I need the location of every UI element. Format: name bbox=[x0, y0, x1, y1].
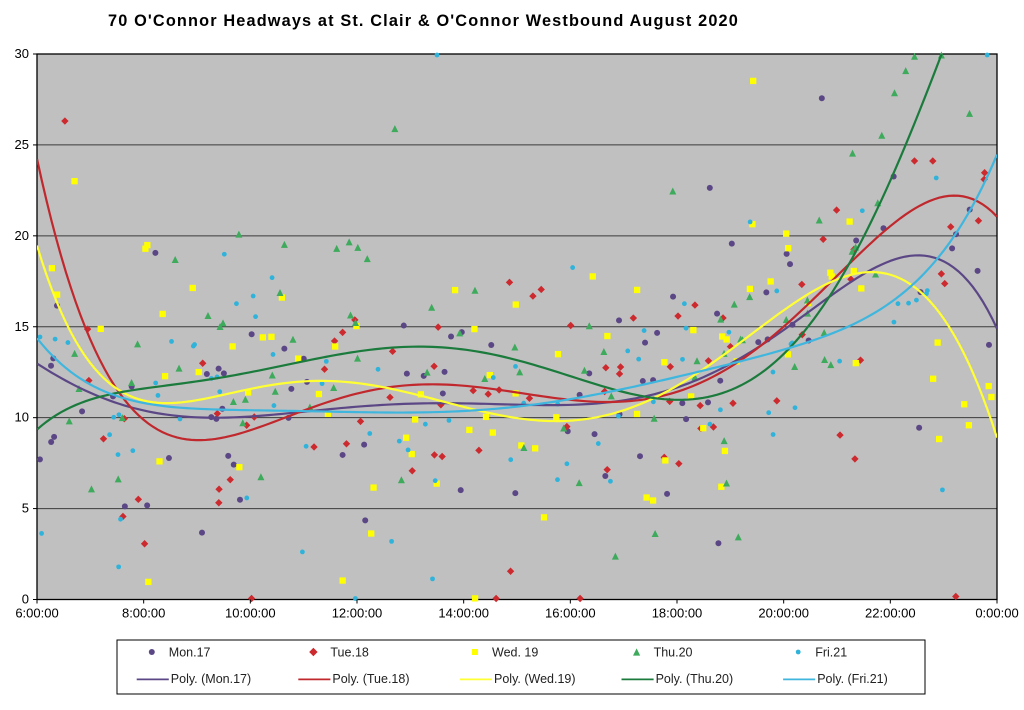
svg-text:Poly. (Fri.21): Poly. (Fri.21) bbox=[817, 672, 888, 686]
svg-text:20: 20 bbox=[15, 228, 29, 243]
svg-text:Poly. (Tue.18): Poly. (Tue.18) bbox=[332, 672, 409, 686]
svg-text:Fri.21: Fri.21 bbox=[815, 646, 847, 660]
svg-text:Wed. 19: Wed. 19 bbox=[492, 646, 538, 660]
svg-text:Thu.20: Thu.20 bbox=[654, 646, 693, 660]
svg-text:5: 5 bbox=[22, 501, 29, 516]
svg-text:0: 0 bbox=[22, 592, 29, 607]
svg-text:Poly. (Mon.17): Poly. (Mon.17) bbox=[171, 672, 251, 686]
svg-text:20:00:00: 20:00:00 bbox=[758, 606, 809, 621]
svg-text:Poly. (Thu.20): Poly. (Thu.20) bbox=[656, 672, 734, 686]
svg-text:30: 30 bbox=[15, 46, 29, 61]
svg-text:6:00:00: 6:00:00 bbox=[15, 606, 58, 621]
svg-text:70 O'Connor Headways at St. C: 70 O'Connor Headways at St. Clair & O'Co… bbox=[108, 12, 739, 30]
svg-text:Tue.18: Tue.18 bbox=[330, 646, 369, 660]
svg-text:22:00:00: 22:00:00 bbox=[865, 606, 916, 621]
svg-text:25: 25 bbox=[15, 137, 29, 152]
svg-text:10:00:00: 10:00:00 bbox=[225, 606, 276, 621]
svg-text:10: 10 bbox=[15, 410, 29, 425]
svg-text:0:00:00: 0:00:00 bbox=[975, 606, 1018, 621]
svg-text:8:00:00: 8:00:00 bbox=[122, 606, 165, 621]
svg-text:15: 15 bbox=[15, 319, 29, 334]
svg-text:14:00:00: 14:00:00 bbox=[438, 606, 489, 621]
svg-text:Mon.17: Mon.17 bbox=[169, 646, 211, 660]
svg-text:18:00:00: 18:00:00 bbox=[652, 606, 703, 621]
svg-text:12:00:00: 12:00:00 bbox=[332, 606, 383, 621]
svg-text:Poly. (Wed.19): Poly. (Wed.19) bbox=[494, 672, 576, 686]
svg-text:16:00:00: 16:00:00 bbox=[545, 606, 596, 621]
